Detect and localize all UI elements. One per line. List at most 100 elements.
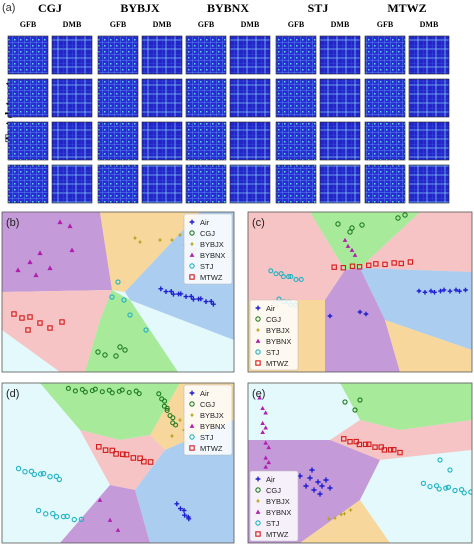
data-point [447, 288, 453, 294]
data-point [260, 429, 265, 435]
sub-label: DMB [331, 20, 350, 29]
data-point [183, 294, 189, 299]
data-point [395, 215, 401, 221]
data-point [311, 487, 317, 493]
data-point [263, 425, 268, 430]
data-point [263, 455, 269, 460]
data-point [280, 274, 286, 280]
group-title: BYBNX [207, 1, 249, 15]
data-point [317, 491, 323, 497]
legend-marker [189, 412, 195, 418]
panel-d-frame [1, 382, 235, 544]
panel-e-label: (e) [252, 388, 265, 400]
data-point [174, 501, 180, 507]
data-point [378, 444, 384, 450]
data-point [266, 444, 272, 450]
region-mtwz [248, 212, 345, 300]
heatmap-cell [51, 121, 93, 161]
legend-label: CGJ [266, 486, 281, 495]
data-point [443, 485, 449, 491]
data-point [340, 265, 347, 271]
data-point [188, 294, 194, 299]
data-point [96, 443, 102, 450]
data-point [309, 467, 315, 473]
data-point [266, 460, 272, 465]
region-mtwz [330, 420, 472, 460]
data-point [158, 286, 164, 292]
data-point [293, 276, 299, 282]
legend-marker [255, 531, 261, 537]
group-title: MTWZ [387, 1, 426, 15]
legend-marker [255, 316, 261, 322]
heatmap-cell [97, 164, 139, 204]
data-point [178, 291, 184, 297]
sub-label: DMB [153, 20, 172, 29]
data-point [47, 325, 53, 331]
heatmap-cell [275, 78, 317, 118]
legend-label: CGJ [266, 315, 281, 324]
data-point [123, 451, 130, 458]
heatmap-cell [97, 78, 139, 118]
data-point [298, 276, 304, 282]
data-point [327, 485, 333, 491]
data-point [447, 467, 453, 473]
legend-marker [189, 434, 195, 440]
data-point [171, 291, 176, 297]
heatmap-cell [141, 35, 183, 75]
legend-label: MTWZ [266, 530, 289, 539]
data-point [407, 259, 414, 265]
legend-box [249, 299, 299, 371]
data-point [366, 262, 372, 269]
data-point [352, 252, 358, 257]
data-point [65, 385, 71, 391]
data-point [177, 417, 183, 423]
data-point [133, 388, 139, 394]
legend-label: CGJ [200, 400, 215, 409]
data-point [342, 399, 348, 405]
legend-marker [255, 509, 261, 514]
data-point [372, 444, 378, 450]
heatmap-cell [97, 121, 139, 161]
region-bybnx [2, 212, 112, 292]
heatmap-cell [319, 121, 361, 161]
data-point [398, 260, 404, 267]
data-point [177, 232, 183, 238]
legend-marker [255, 360, 261, 366]
data-point [319, 483, 325, 489]
legend-label: Air [266, 304, 276, 313]
data-point [422, 289, 428, 295]
data-point [366, 441, 372, 447]
data-point [458, 487, 465, 493]
heatmap-cell [229, 164, 271, 204]
legend-label: BYBNX [266, 337, 291, 346]
region-cgj [85, 290, 178, 372]
legend-marker [189, 401, 195, 407]
data-point [40, 470, 47, 477]
legend-marker [255, 327, 261, 333]
data-point [164, 405, 170, 411]
legend-label: BYBJX [266, 497, 290, 506]
panel-c-label: (c) [252, 217, 265, 229]
legend-marker [255, 476, 261, 482]
data-point [11, 311, 17, 317]
data-point [438, 288, 443, 294]
data-point [109, 390, 115, 396]
data-point [168, 289, 174, 294]
data-point [359, 222, 365, 228]
data-point [33, 272, 39, 278]
data-point [353, 438, 359, 445]
data-point [331, 264, 337, 270]
data-point [332, 515, 338, 521]
legend-label: BYBJX [200, 411, 224, 420]
data-point [356, 441, 363, 448]
data-point [362, 441, 369, 448]
heatmap-cell [319, 35, 361, 75]
data-point [327, 313, 333, 319]
legend-marker [255, 520, 261, 526]
data-point [50, 510, 56, 517]
data-point [162, 398, 168, 404]
data-point [436, 486, 442, 492]
data-point [47, 265, 53, 271]
data-point [72, 388, 78, 394]
data-point [97, 497, 103, 502]
